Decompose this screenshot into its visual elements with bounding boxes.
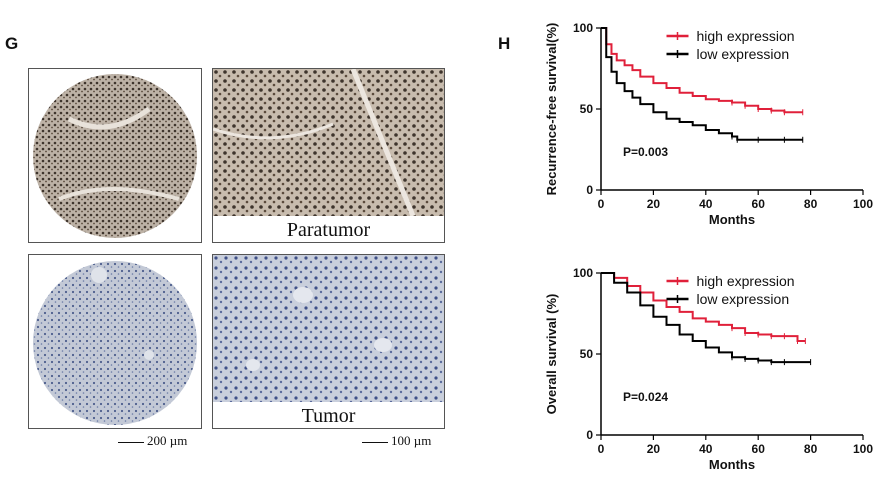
scale-bar-right-label: 100 µm bbox=[391, 433, 432, 448]
y-axis-label: Overall survival (%) bbox=[544, 294, 559, 415]
tumor-zoom-image: Tumor bbox=[212, 254, 445, 429]
legend-label: low expression bbox=[697, 46, 790, 62]
x-tick-label: 20 bbox=[647, 442, 661, 456]
tumor-tissue-core-image bbox=[28, 254, 202, 429]
y-axis-label: Recurrence-free survival(%) bbox=[544, 23, 559, 196]
panel-label-g: G bbox=[5, 34, 19, 53]
y-tick-label: 50 bbox=[580, 347, 594, 361]
y-tick-label: 100 bbox=[573, 21, 593, 35]
x-tick-label: 0 bbox=[598, 197, 605, 211]
y-tick-label: 50 bbox=[580, 102, 594, 116]
legend-label: high expression bbox=[697, 273, 795, 289]
scale-bar-line bbox=[118, 441, 144, 443]
x-tick-label: 100 bbox=[853, 197, 873, 211]
x-tick-label: 80 bbox=[804, 442, 818, 456]
tumor-zoom-svg bbox=[213, 255, 444, 402]
y-tick-label: 100 bbox=[573, 266, 593, 280]
paratumor-caption: Paratumor bbox=[286, 219, 371, 241]
p-value-annotation: P=0.024 bbox=[623, 390, 668, 404]
y-tick-label: 0 bbox=[586, 428, 593, 442]
x-tick-label: 40 bbox=[699, 442, 713, 456]
x-tick-label: 100 bbox=[853, 442, 873, 456]
x-tick-label: 60 bbox=[752, 442, 766, 456]
x-tick-label: 80 bbox=[804, 197, 818, 211]
x-tick-label: 60 bbox=[752, 197, 766, 211]
x-tick-label: 0 bbox=[598, 442, 605, 456]
legend-label: high expression bbox=[697, 28, 795, 44]
x-axis-label: Months bbox=[709, 212, 755, 227]
series-line-low bbox=[601, 27, 803, 141]
rfs-survival-chart: 0 20 40 60 80 100 0 50 100 Months Recurrence-free … bbox=[544, 21, 873, 227]
x-tick-label: 20 bbox=[647, 197, 661, 211]
scale-bar-line bbox=[362, 441, 388, 443]
x-tick-label: 40 bbox=[699, 197, 713, 211]
paratumor-tissue-core-image bbox=[28, 68, 202, 243]
scale-bar-left: 200 µm bbox=[118, 433, 187, 449]
paratumor-core-svg bbox=[33, 74, 197, 238]
y-tick-label: 0 bbox=[586, 183, 593, 197]
p-value-annotation: P=0.003 bbox=[623, 145, 668, 159]
tumor-core-svg bbox=[33, 261, 197, 425]
paratumor-zoom-svg bbox=[213, 69, 444, 217]
x-axis-label: Months bbox=[709, 457, 755, 472]
panel-label-h: H bbox=[498, 34, 511, 53]
scale-bar-right: 100 µm bbox=[362, 433, 431, 449]
legend-label: low expression bbox=[697, 291, 790, 307]
paratumor-zoom-image: Paratumor bbox=[212, 68, 445, 243]
tumor-caption: Tumor bbox=[301, 405, 356, 427]
os-survival-chart: 0 20 40 60 80 100 0 50 100 Months Overall survival… bbox=[544, 266, 873, 472]
scale-bar-left-label: 200 µm bbox=[147, 433, 188, 448]
